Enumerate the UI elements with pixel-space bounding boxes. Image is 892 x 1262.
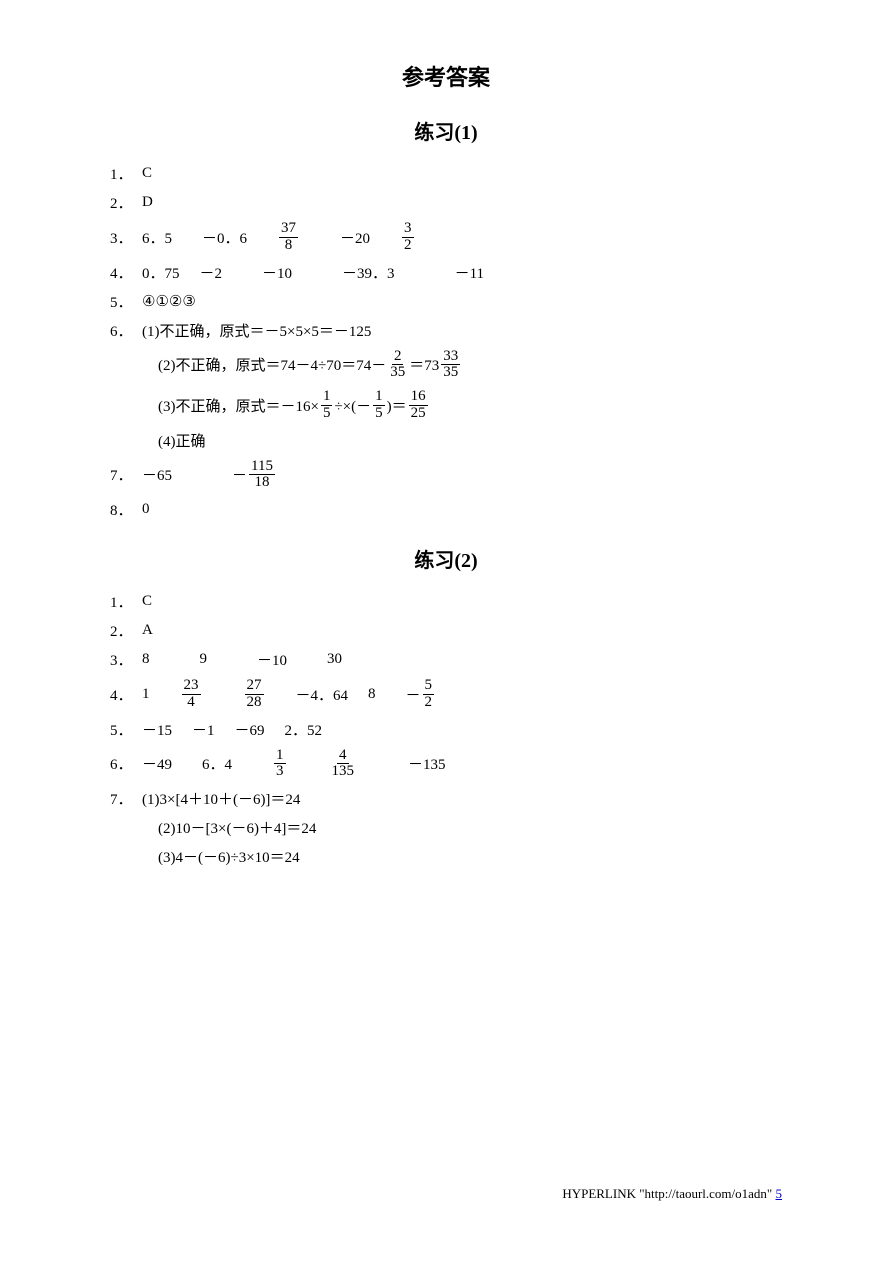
- label: 3．: [110, 227, 142, 248]
- fraction: 115 18: [249, 459, 275, 492]
- label: 4．: [110, 262, 142, 283]
- value: 0．75: [142, 262, 180, 283]
- fraction: 23 4: [182, 678, 201, 711]
- s1-q6-1: 6． (1)不正确，原式＝－5×5×5＝－125: [110, 320, 782, 341]
- fraction: 27 28: [245, 678, 264, 711]
- s2-q5: 5． －15 －1 －69 2．52: [110, 719, 782, 740]
- label: 4．: [110, 684, 142, 705]
- value: 6．5: [142, 227, 172, 248]
- value: －2: [200, 262, 223, 283]
- value: －65: [142, 464, 172, 485]
- label: 6．: [110, 753, 142, 774]
- s1-q4: 4． 0．75 －2 －10 －39．3 －11: [110, 262, 782, 283]
- s2-q1: 1． C: [110, 591, 782, 612]
- fraction: 33 35: [441, 349, 460, 382]
- fraction: 4 135: [330, 748, 357, 781]
- value: －10: [262, 262, 292, 283]
- text: ÷×(－: [334, 395, 371, 416]
- value: －: [232, 464, 247, 485]
- answer: D: [142, 194, 153, 211]
- s1-q7: 7． －65 － 115 18: [110, 459, 782, 492]
- label: 5．: [110, 291, 142, 312]
- label: 3．: [110, 649, 142, 670]
- label: 7．: [110, 464, 142, 485]
- text: (1)不正确，原式＝－5×5×5＝－125: [142, 320, 371, 341]
- s1-q2: 2． D: [110, 192, 782, 213]
- section-1-title: 练习(1): [110, 116, 782, 145]
- s1-q6-3: (3)不正确，原式＝－16× 1 5 ÷×(－ 1 5 )＝ 16 25: [110, 389, 782, 422]
- page-content: 参考答案 练习(1) 1． C 2． D 3． 6．5 －0．6 37 8 －2…: [0, 0, 892, 915]
- label: 2．: [110, 192, 142, 213]
- text: (2)10－[3×(－6)＋4]＝24: [158, 817, 316, 838]
- value: 8: [368, 686, 376, 703]
- value: 6．4: [202, 753, 232, 774]
- fraction: 37 8: [279, 221, 298, 254]
- value: －39．3: [342, 262, 395, 283]
- label: 2．: [110, 620, 142, 641]
- page-number-link[interactable]: 5: [776, 1186, 783, 1201]
- text: (1)3×[4＋10＋(－6)]＝24: [142, 788, 300, 809]
- value: 30: [327, 651, 342, 668]
- text: (3)不正确，原式＝－16×: [158, 395, 319, 416]
- s1-q1: 1． C: [110, 163, 782, 184]
- fraction: 16 25: [409, 389, 428, 422]
- answer: 0: [142, 501, 150, 518]
- text: (3)4－(－6)÷3×10＝24: [158, 846, 300, 867]
- value: 1: [142, 686, 150, 703]
- value: －1: [192, 719, 215, 740]
- value: －15: [142, 719, 172, 740]
- footer-hyperlink: HYPERLINK "http://taourl.com/o1adn" 5: [562, 1186, 782, 1202]
- fraction: 3 2: [402, 221, 414, 254]
- value: －11: [455, 262, 484, 283]
- text: ＝73: [409, 354, 439, 375]
- label: 5．: [110, 719, 142, 740]
- s2-q4: 4． 1 23 4 27 28 －4．64 8 － 5 2: [110, 678, 782, 711]
- s2-q7-1: 7． (1)3×[4＋10＋(－6)]＝24: [110, 788, 782, 809]
- label: 7．: [110, 788, 142, 809]
- value: －69: [235, 719, 265, 740]
- value: －135: [408, 753, 446, 774]
- value: －20: [340, 227, 370, 248]
- value: 2．52: [285, 719, 323, 740]
- label: 1．: [110, 163, 142, 184]
- value: 9: [200, 651, 208, 668]
- fraction: 1 5: [373, 389, 385, 422]
- value: －4．64: [296, 684, 349, 705]
- hyperlink-prefix: HYPERLINK "http://taourl.com/o1adn": [562, 1186, 775, 1201]
- text: (4)正确: [158, 430, 206, 451]
- main-title: 参考答案: [110, 60, 782, 92]
- value: －49: [142, 753, 172, 774]
- answer: C: [142, 165, 152, 182]
- label: 6．: [110, 320, 142, 341]
- s1-q5: 5． ④①②③: [110, 291, 782, 312]
- value: －10: [257, 649, 287, 670]
- answer: ④①②③: [142, 292, 196, 311]
- label: 8．: [110, 499, 142, 520]
- fraction: 1 3: [274, 748, 286, 781]
- text: )＝: [387, 395, 407, 416]
- s2-q7-2: (2)10－[3×(－6)＋4]＝24: [110, 817, 782, 838]
- s2-q3: 3． 8 9 －10 30: [110, 649, 782, 670]
- fraction: 2 35: [388, 349, 407, 382]
- value: －: [406, 684, 421, 705]
- s1-q6-4: (4)正确: [110, 430, 782, 451]
- value: 8: [142, 651, 150, 668]
- s1-q3: 3． 6．5 －0．6 37 8 －20 3 2: [110, 221, 782, 254]
- fraction: 1 5: [321, 389, 333, 422]
- s1-q6-2: (2)不正确，原式＝74－4÷70＝74－ 2 35 ＝73 33 35: [110, 349, 782, 382]
- label: 1．: [110, 591, 142, 612]
- answer: C: [142, 593, 152, 610]
- s2-q6: 6． －49 6．4 1 3 4 135 －135: [110, 748, 782, 781]
- text: (2)不正确，原式＝74－4÷70＝74－: [158, 354, 386, 375]
- answer: A: [142, 622, 153, 639]
- value: －0．6: [202, 227, 247, 248]
- section-2-title: 练习(2): [110, 544, 782, 573]
- s2-q7-3: (3)4－(－6)÷3×10＝24: [110, 846, 782, 867]
- s2-q2: 2． A: [110, 620, 782, 641]
- s1-q8: 8． 0: [110, 499, 782, 520]
- fraction: 5 2: [423, 678, 435, 711]
